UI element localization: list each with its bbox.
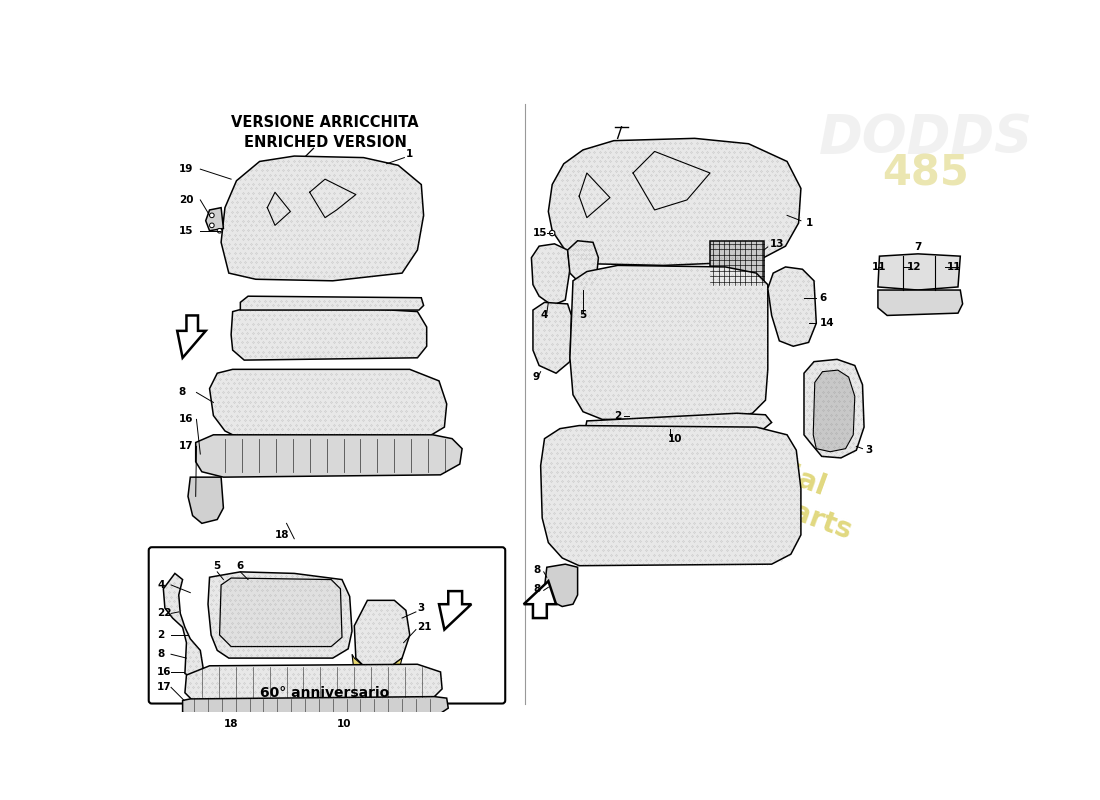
Text: 6: 6 <box>820 293 826 302</box>
Text: 3: 3 <box>418 603 425 613</box>
Text: 14: 14 <box>820 318 834 328</box>
Text: 11: 11 <box>871 262 887 272</box>
Text: 6: 6 <box>236 561 244 570</box>
FancyBboxPatch shape <box>148 547 505 703</box>
Polygon shape <box>878 290 962 315</box>
Polygon shape <box>878 254 960 290</box>
Text: 16: 16 <box>157 667 172 677</box>
Polygon shape <box>206 208 223 230</box>
Text: 3: 3 <box>866 445 872 455</box>
Text: 60° anniversario: 60° anniversario <box>261 686 389 701</box>
Polygon shape <box>183 697 449 718</box>
Text: 16: 16 <box>178 414 194 424</box>
Text: 22: 22 <box>157 609 172 618</box>
Polygon shape <box>768 267 816 346</box>
Text: 7: 7 <box>914 242 922 252</box>
Text: 20: 20 <box>178 195 194 205</box>
Polygon shape <box>541 426 801 566</box>
Circle shape <box>218 229 222 233</box>
Text: DODDS: DODDS <box>818 112 1033 164</box>
Text: 10: 10 <box>337 718 352 729</box>
Polygon shape <box>568 241 598 289</box>
Polygon shape <box>544 564 578 606</box>
Polygon shape <box>354 600 409 670</box>
Text: 15: 15 <box>178 226 194 236</box>
Polygon shape <box>231 306 427 360</box>
Circle shape <box>209 223 214 228</box>
Text: 10: 10 <box>668 434 682 444</box>
Text: 5: 5 <box>213 561 221 570</box>
Polygon shape <box>531 244 570 306</box>
Polygon shape <box>241 296 424 310</box>
Polygon shape <box>585 414 772 429</box>
Text: 9: 9 <box>534 372 540 382</box>
Text: 11: 11 <box>947 262 961 272</box>
Polygon shape <box>177 315 206 358</box>
Polygon shape <box>439 591 472 630</box>
Polygon shape <box>163 574 204 680</box>
Polygon shape <box>711 241 763 285</box>
Text: 5: 5 <box>580 310 586 321</box>
Text: 2: 2 <box>157 630 164 640</box>
Polygon shape <box>220 578 342 646</box>
Text: ENRICHED VERSION: ENRICHED VERSION <box>243 134 407 150</box>
Text: 8: 8 <box>534 584 540 594</box>
Text: 8: 8 <box>157 650 164 659</box>
Text: 4: 4 <box>157 580 165 590</box>
Text: 18: 18 <box>275 530 289 540</box>
Text: 8: 8 <box>534 565 540 574</box>
Text: 21: 21 <box>418 622 432 632</box>
Polygon shape <box>208 572 352 658</box>
Text: not an official
a passion for parts: not an official a passion for parts <box>569 386 867 545</box>
Text: 17: 17 <box>178 442 194 451</box>
Text: 15: 15 <box>534 228 548 238</box>
Polygon shape <box>570 266 768 419</box>
Text: 1: 1 <box>806 218 814 228</box>
Circle shape <box>209 213 214 218</box>
Polygon shape <box>196 435 462 477</box>
Polygon shape <box>534 302 572 373</box>
Polygon shape <box>804 359 865 458</box>
Polygon shape <box>352 654 403 682</box>
Text: 1: 1 <box>406 149 414 158</box>
Text: 13: 13 <box>770 239 784 249</box>
Text: 2: 2 <box>614 410 622 421</box>
Circle shape <box>550 230 554 236</box>
Polygon shape <box>185 664 442 701</box>
Text: 12: 12 <box>908 262 922 272</box>
Text: VERSIONE ARRICCHITA: VERSIONE ARRICCHITA <box>231 115 419 130</box>
Polygon shape <box>221 156 424 281</box>
Text: 4: 4 <box>541 310 548 321</box>
Polygon shape <box>188 477 223 523</box>
Text: 485: 485 <box>882 152 969 194</box>
Text: 17: 17 <box>157 682 172 692</box>
Polygon shape <box>524 581 556 618</box>
Polygon shape <box>813 370 855 452</box>
Polygon shape <box>548 138 801 266</box>
Text: 18: 18 <box>224 718 239 729</box>
Text: 19: 19 <box>178 164 194 174</box>
Text: 8: 8 <box>178 387 186 398</box>
Polygon shape <box>209 370 447 438</box>
